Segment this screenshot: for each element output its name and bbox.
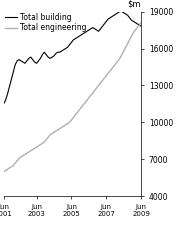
Text: $m: $m — [128, 0, 141, 9]
Total building — [22, 61, 24, 64]
Total building — [119, 10, 121, 13]
Total engineering — [35, 146, 38, 149]
Total building — [35, 62, 38, 65]
Total engineering — [80, 106, 82, 109]
Total building — [96, 29, 98, 31]
Line: Total engineering: Total engineering — [4, 23, 141, 172]
Total engineering — [49, 133, 51, 136]
Total building — [3, 103, 5, 105]
Total engineering — [22, 154, 24, 157]
Total building — [90, 27, 92, 30]
Total building — [80, 33, 82, 36]
Total engineering — [90, 94, 92, 97]
Total engineering — [3, 170, 5, 173]
Total building — [140, 25, 142, 28]
Legend: Total building, Total engineering: Total building, Total engineering — [4, 12, 87, 33]
Total building — [49, 57, 51, 60]
Total engineering — [96, 87, 98, 89]
Total engineering — [140, 21, 142, 24]
Line: Total building: Total building — [4, 12, 141, 104]
